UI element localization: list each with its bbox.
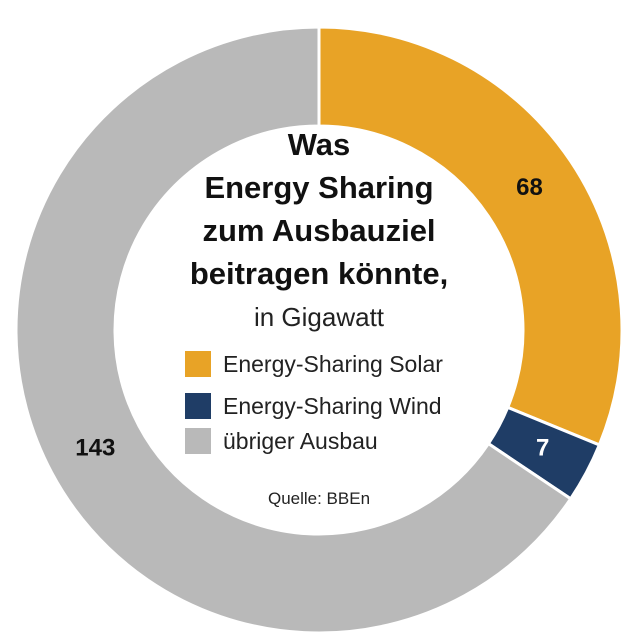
title-line-3: zum Ausbauziel xyxy=(202,213,435,248)
legend-label-wind: Energy-Sharing Wind xyxy=(223,393,442,419)
legend-item-wind: Energy-Sharing Wind xyxy=(185,393,442,419)
legend-swatch-wind xyxy=(185,393,211,419)
chart-title: Was Energy Sharing zum Ausbauziel beitra… xyxy=(190,127,448,291)
slice-label-solar: 68 xyxy=(516,174,543,201)
title-line-1: Was xyxy=(288,127,351,162)
chart-subtitle: in Gigawatt xyxy=(254,302,385,332)
legend: Energy-Sharing Solar Energy-Sharing Wind… xyxy=(185,351,443,454)
title-line-4: beitragen könnte, xyxy=(190,256,448,291)
slice-label-wind: 7 xyxy=(536,435,549,462)
donut-slices xyxy=(14,25,624,635)
legend-swatch-rest xyxy=(185,428,211,454)
legend-item-solar: Energy-Sharing Solar xyxy=(185,351,443,377)
legend-item-rest: übriger Ausbau xyxy=(185,428,378,454)
slice-labels: 68 7 143 xyxy=(75,174,549,462)
slice-label-rest: 143 xyxy=(75,435,115,462)
legend-swatch-solar xyxy=(185,351,211,377)
title-line-2: Energy Sharing xyxy=(204,170,433,205)
source-note: Quelle: BBEn xyxy=(268,489,370,508)
slice-rest xyxy=(14,25,573,635)
slice-solar xyxy=(317,25,624,447)
legend-label-solar: Energy-Sharing Solar xyxy=(223,351,443,377)
legend-label-rest: übriger Ausbau xyxy=(223,428,378,454)
